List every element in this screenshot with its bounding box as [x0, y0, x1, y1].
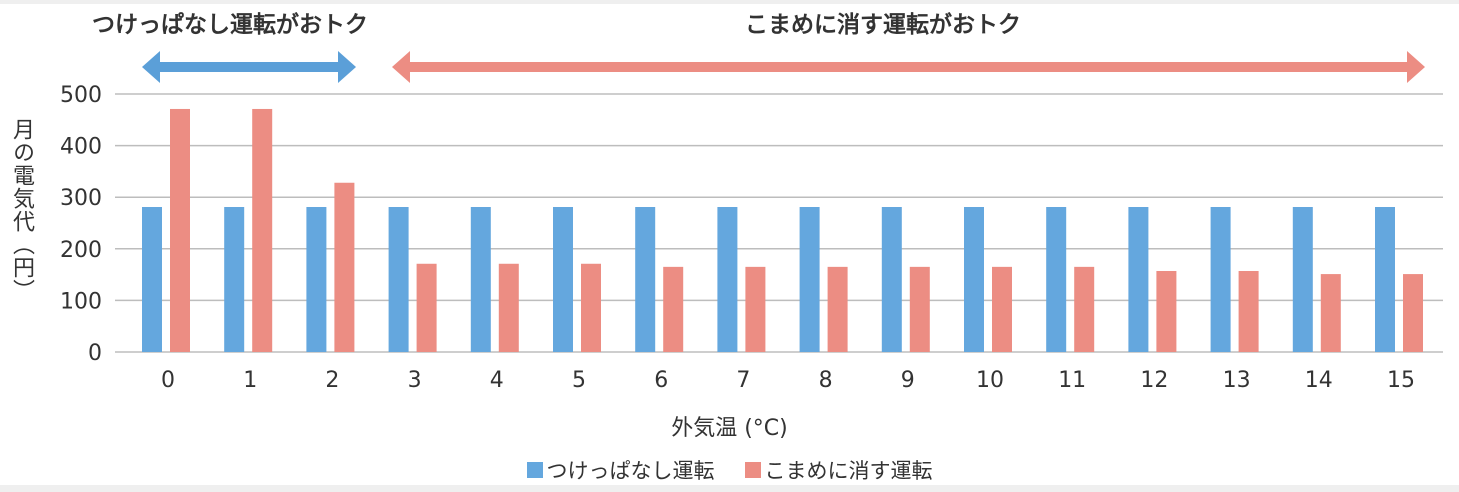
bar-frequent-off: [581, 263, 601, 352]
bar-frequent-off: [1238, 270, 1259, 352]
x-tick-label: 12: [1140, 368, 1168, 393]
y-tick-label: 500: [60, 83, 102, 108]
annotation-right-label: こまめに消す運転がおトク: [745, 12, 1021, 38]
bar-frequent-off: [498, 263, 519, 352]
x-tick-label: 8: [819, 368, 833, 393]
bar-continuous: [881, 207, 902, 352]
legend-label: つけっぱなし運転: [546, 459, 715, 483]
bar-continuous: [306, 207, 327, 352]
bar-frequent-off: [1074, 266, 1095, 352]
x-tick-label: 6: [654, 368, 668, 393]
bar-frequent-off: [334, 182, 355, 352]
y-tick-label: 400: [60, 135, 102, 160]
x-tick-label: 2: [325, 368, 339, 393]
bar-frequent-off: [252, 108, 273, 353]
bar-continuous: [142, 207, 162, 352]
bar-frequent-off: [992, 266, 1012, 352]
bar-continuous: [1128, 207, 1149, 352]
bar-continuous: [1210, 207, 1231, 352]
bar-frequent-off: [663, 266, 684, 352]
bar-frequent-off: [1403, 274, 1423, 352]
bar-frequent-off: [170, 108, 190, 353]
x-tick-label: 1: [243, 368, 257, 393]
legend-item-frequent-off: こまめに消す運転: [744, 455, 933, 485]
x-tick-label: 4: [490, 368, 504, 393]
bottom-border: [0, 485, 1459, 492]
legend-swatch-blue: [526, 462, 543, 478]
bar-frequent-off: [909, 266, 930, 352]
annotation-left-label: つけっぱなし運転がおトク: [92, 12, 368, 38]
legend-label: こまめに消す運転: [764, 459, 933, 483]
x-tick-label: 9: [901, 368, 915, 393]
x-tick-label: 5: [572, 368, 586, 393]
bar-frequent-off: [745, 266, 766, 352]
x-tick-label: 15: [1387, 368, 1415, 393]
y-tick-label: 200: [60, 238, 102, 263]
x-tick-label: 14: [1305, 368, 1333, 393]
bar-continuous: [1375, 207, 1395, 352]
y-axis-label: 月の電気代（円）: [9, 118, 34, 302]
bar-frequent-off: [1320, 274, 1341, 352]
bar-frequent-off: [416, 263, 437, 352]
bar-continuous: [1046, 207, 1067, 352]
x-tick-label: 10: [976, 368, 1004, 393]
x-tick-label: 13: [1223, 368, 1251, 393]
bar-continuous: [635, 207, 656, 352]
bar-continuous: [799, 207, 820, 352]
top-border: [0, 0, 1459, 4]
y-tick-label: 100: [60, 289, 102, 314]
x-axis-label: 外気温 (°C): [671, 416, 788, 441]
bar-continuous: [964, 207, 984, 352]
double-arrow-icon-right-range: [392, 51, 1425, 83]
x-tick-label: 7: [736, 368, 750, 393]
bar-continuous: [553, 207, 573, 352]
x-tick-label: 11: [1058, 368, 1086, 393]
bar-frequent-off: [827, 266, 848, 352]
bar-continuous: [470, 207, 491, 352]
bar-continuous: [224, 207, 245, 352]
legend-swatch-red: [744, 462, 761, 478]
bar-continuous: [717, 207, 738, 352]
legend: つけっぱなし運転 こまめに消す運転: [0, 455, 1459, 485]
x-tick-label: 0: [161, 368, 175, 393]
bar-continuous: [1292, 207, 1313, 352]
double-arrow-icon-left-range: [142, 51, 356, 83]
bar-continuous: [388, 207, 409, 352]
y-tick-label: 300: [60, 186, 102, 211]
legend-item-continuous: つけっぱなし運転: [526, 455, 715, 485]
x-tick-label: 3: [408, 368, 422, 393]
bar-frequent-off: [1156, 270, 1177, 352]
y-tick-label: 0: [88, 341, 102, 366]
